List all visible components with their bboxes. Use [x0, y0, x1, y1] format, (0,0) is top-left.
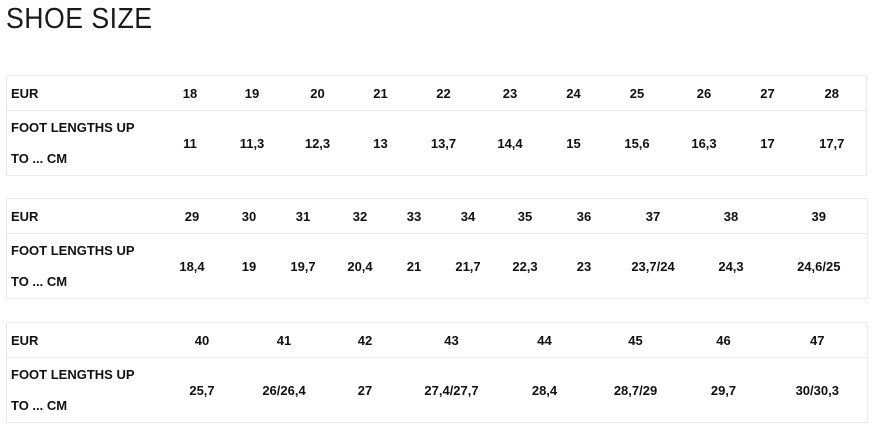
eur-size-cell: 33	[388, 198, 440, 234]
foot-length-label-line2: TO ... CM	[11, 274, 68, 289]
eur-size-cell: 38	[691, 198, 771, 234]
eur-size-cell: 44	[497, 322, 592, 358]
size-table-2: EUR 29 30 31 32 33 34 35 36 37 38 39 FOOT LENGTHS UP…	[6, 198, 868, 299]
foot-length-cell: 15,6	[603, 110, 671, 176]
foot-length-cell: 11,3	[219, 110, 285, 176]
eur-size-cell: 28	[797, 75, 867, 111]
eur-size-cell: 41	[243, 322, 325, 358]
foot-length-label-line2: TO ... CM	[11, 398, 68, 413]
eur-size-cell: 35	[496, 198, 554, 234]
eur-size-cell: 27	[737, 75, 798, 111]
eur-size-cell: 31	[274, 198, 332, 234]
foot-length-label: FOOT LENGTHS UP TO ... CM	[6, 233, 161, 299]
foot-length-row: FOOT LENGTHS UP TO ... CM 25,7 26/26,4 27 27,…	[6, 357, 868, 423]
eur-size-cell: 46	[679, 322, 768, 358]
eur-label: EUR	[6, 198, 161, 234]
eur-size-cell: 37	[614, 198, 692, 234]
eur-size-cell: 47	[767, 322, 868, 358]
eur-size-cell: 30	[223, 198, 275, 234]
eur-size-cell: 24	[543, 75, 604, 111]
eur-size-cell: 25	[603, 75, 671, 111]
eur-size-cell: 19	[219, 75, 285, 111]
eur-label: EUR	[6, 322, 161, 358]
foot-length-cell: 13	[350, 110, 411, 176]
foot-length-cell: 21	[388, 233, 440, 299]
eur-size-cell: 36	[553, 198, 615, 234]
foot-length-cell: 30/30,3	[767, 357, 868, 423]
foot-length-cell: 19	[223, 233, 275, 299]
foot-length-cell: 17	[737, 110, 798, 176]
foot-length-cell: 15	[543, 110, 604, 176]
foot-length-label-line1: FOOT LENGTHS UP	[11, 120, 135, 135]
foot-length-label-line1: FOOT LENGTHS UP	[11, 243, 135, 258]
eur-size-cell: 40	[160, 322, 244, 358]
foot-length-label-line1: FOOT LENGTHS UP	[11, 367, 135, 382]
page-title: SHOE SIZE	[6, 3, 153, 35]
foot-length-cell: 24,3	[691, 233, 771, 299]
foot-length-cell: 13,7	[410, 110, 477, 176]
eur-size-cell: 20	[284, 75, 351, 111]
eur-row: EUR 29 30 31 32 33 34 35 36 37 38 39	[6, 198, 868, 234]
foot-length-cell: 21,7	[439, 233, 497, 299]
foot-length-cell: 26/26,4	[243, 357, 325, 423]
foot-length-cell: 11	[160, 110, 220, 176]
eur-row: EUR 40 41 42 43 44 45 46 47	[6, 322, 868, 358]
foot-length-cell: 29,7	[679, 357, 768, 423]
foot-length-cell: 27,4/27,7	[405, 357, 498, 423]
foot-length-cell: 28,7/29	[591, 357, 680, 423]
foot-length-cell: 20,4	[331, 233, 389, 299]
eur-size-cell: 39	[770, 198, 868, 234]
eur-row: EUR 18 19 20 21 22 23 24 25 26 27 28	[6, 75, 867, 111]
foot-length-cell: 17,7	[797, 110, 867, 176]
foot-length-cell: 28,4	[497, 357, 592, 423]
eur-size-cell: 43	[405, 322, 498, 358]
foot-length-cell: 25,7	[160, 357, 244, 423]
eur-size-cell: 23	[476, 75, 544, 111]
size-table-1: EUR 18 19 20 21 22 23 24 25 26 27 28 FOOT LENGTHS UP…	[6, 75, 867, 176]
size-table-3: EUR 40 41 42 43 44 45 46 47 FOOT LENGTHS UP TO ...…	[6, 322, 868, 423]
foot-length-cell: 22,3	[496, 233, 554, 299]
eur-size-cell: 34	[439, 198, 497, 234]
eur-size-cell: 22	[410, 75, 477, 111]
eur-size-cell: 26	[670, 75, 738, 111]
eur-size-cell: 29	[160, 198, 224, 234]
eur-size-cell: 18	[160, 75, 220, 111]
foot-length-row: FOOT LENGTHS UP TO ... CM 11 11,3 12,3 13 13,7…	[6, 110, 867, 176]
foot-length-cell: 14,4	[476, 110, 544, 176]
foot-length-label-line2: TO ... CM	[11, 151, 68, 166]
eur-size-cell: 21	[350, 75, 411, 111]
foot-length-label: FOOT LENGTHS UP TO ... CM	[6, 357, 161, 423]
foot-length-cell: 23,7/24	[614, 233, 692, 299]
eur-label: EUR	[6, 75, 161, 111]
eur-size-cell: 42	[324, 322, 406, 358]
foot-length-cell: 18,4	[160, 233, 224, 299]
foot-length-cell: 23	[553, 233, 615, 299]
foot-length-cell: 12,3	[284, 110, 351, 176]
foot-length-cell: 27	[324, 357, 406, 423]
foot-length-row: FOOT LENGTHS UP TO ... CM 18,4 19 19,7 20,4 21…	[6, 233, 868, 299]
foot-length-cell: 24,6/25	[770, 233, 868, 299]
eur-size-cell: 32	[331, 198, 389, 234]
foot-length-cell: 16,3	[670, 110, 738, 176]
eur-size-cell: 45	[591, 322, 680, 358]
foot-length-label: FOOT LENGTHS UP TO ... CM	[6, 110, 161, 176]
foot-length-cell: 19,7	[274, 233, 332, 299]
